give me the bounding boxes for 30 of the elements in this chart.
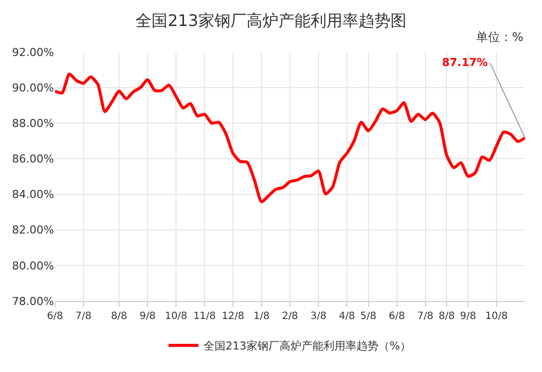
y-tick-label: 90.00% xyxy=(12,81,54,94)
x-tick-label: 3/8 xyxy=(310,311,327,322)
x-tick-label: 6/8 xyxy=(388,311,405,322)
x-tick-label: 8/8 xyxy=(111,311,128,322)
y-tick-label: 92.00% xyxy=(12,46,54,59)
y-tick-label: 82.00% xyxy=(12,224,54,237)
line-series xyxy=(55,72,525,204)
data-label: 87.17% xyxy=(442,56,488,69)
x-tick-label: 4/8 xyxy=(338,311,356,322)
y-tick-label: 84.00% xyxy=(12,188,54,202)
x-tick-label: 8/8 xyxy=(438,311,455,322)
x-tick-label: 9/8 xyxy=(140,311,156,322)
text: 单位：% xyxy=(476,30,524,44)
x-tick-label: 12/8 xyxy=(222,311,244,322)
x-tick-label: 2/8 xyxy=(282,311,298,322)
x-tick-label: 6/8 xyxy=(46,311,64,322)
x-tick-label: 5/8 xyxy=(360,311,376,322)
y-tick-label: 88.00% xyxy=(12,116,54,130)
y-tick-label: 80.00% xyxy=(12,259,54,272)
x-tick-label: 10/8 xyxy=(485,311,508,322)
legend-label: 全国213家钢厂高炉产能利用率趋势（%） xyxy=(204,340,411,353)
x-tick-label: 7/8 xyxy=(417,311,434,322)
chart-title: 全国213家钢厂高炉产能利用率趋势图 xyxy=(136,11,406,30)
x-tick-label: 9/8 xyxy=(460,311,476,322)
x-tick-label: 7/8 xyxy=(75,311,92,322)
x-tick-label: 1/8 xyxy=(253,311,270,322)
x-tick-label: 11/8 xyxy=(193,311,216,322)
y-tick-label: 86.00% xyxy=(12,152,54,166)
y-tick-label: 78.00% xyxy=(12,294,54,308)
x-tick-label: 10/8 xyxy=(164,311,188,322)
